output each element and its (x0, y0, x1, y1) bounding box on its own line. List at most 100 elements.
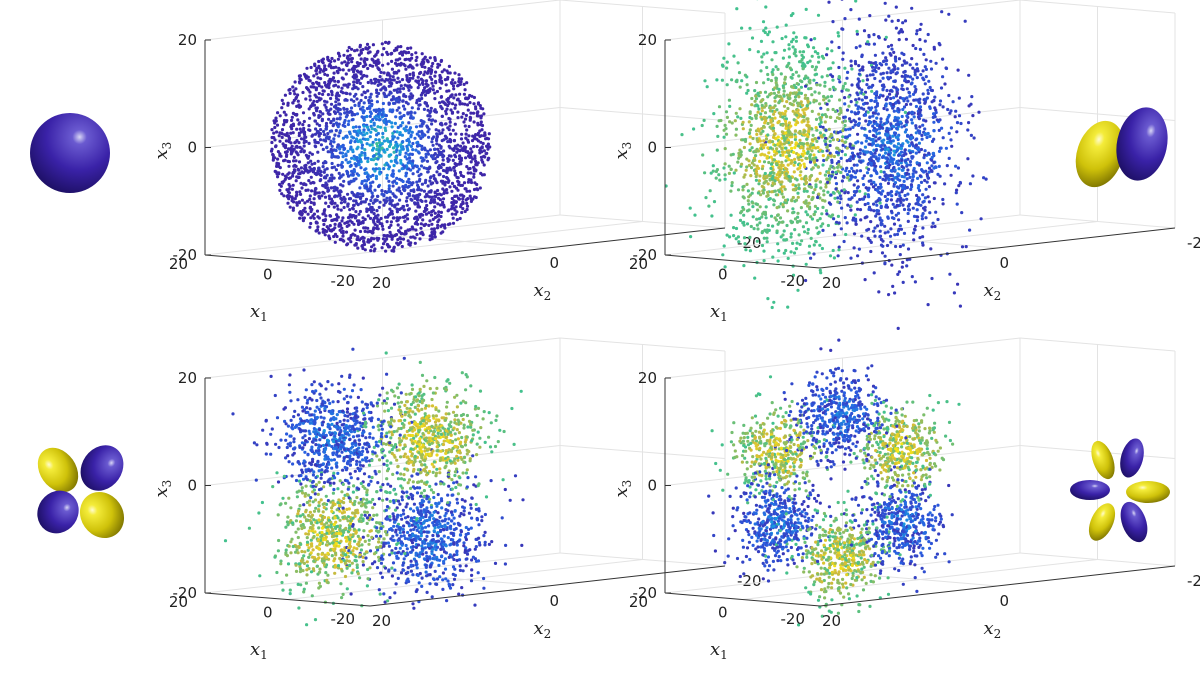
scatter-point (358, 229, 363, 234)
scatter-point (351, 87, 355, 91)
scatter-point (825, 149, 829, 153)
scatter-point (788, 66, 792, 70)
scatter-point (790, 102, 794, 106)
scatter-point (911, 66, 915, 70)
scatter-point (371, 140, 375, 144)
scatter-point (722, 56, 726, 60)
scatter-point (325, 145, 329, 149)
scatter-point (387, 144, 392, 149)
x1-axis-title: x1 (250, 301, 268, 324)
scatter-point (851, 125, 855, 129)
scatter-point (812, 46, 816, 50)
scatter-point (363, 179, 367, 183)
scatter-point (307, 179, 311, 183)
scatter-point (943, 82, 947, 86)
scatter-point (352, 83, 356, 87)
scatter-point (309, 200, 313, 205)
scatter-point (853, 175, 858, 179)
scatter-point (438, 172, 442, 176)
scatter-point (422, 166, 426, 170)
scatter-point (734, 133, 738, 137)
scatter-point (894, 86, 898, 90)
scatter-point (318, 110, 322, 114)
scatter-point (482, 112, 486, 116)
scatter-point (872, 128, 876, 132)
scatter-point (353, 233, 357, 237)
scatter-point (370, 57, 374, 61)
scatter-point (886, 137, 890, 141)
scatter-point (856, 107, 860, 111)
scatter-point (408, 97, 412, 101)
scatter-point (818, 243, 822, 247)
scatter-point (322, 211, 326, 215)
scatter-point (337, 192, 341, 196)
scatter-point (302, 150, 306, 154)
scatter-point (447, 89, 451, 93)
scatter-point (464, 198, 468, 202)
scatter-point (374, 167, 378, 171)
scatter-point (346, 192, 350, 196)
scatter-point (324, 136, 328, 140)
scatter-point (888, 92, 892, 96)
scatter-point (901, 168, 905, 172)
scatter-point (337, 224, 341, 228)
scatter-point (303, 169, 308, 173)
scatter-point (873, 76, 877, 81)
scatter-point (900, 125, 904, 129)
scatter-point (366, 89, 370, 93)
scatter-point (406, 217, 410, 221)
scatter-point (387, 225, 391, 230)
scatter-point (439, 146, 443, 150)
scatter-point (895, 232, 900, 236)
scatter-point (908, 75, 913, 79)
scatter-point (867, 86, 871, 90)
scatter-point (422, 88, 426, 93)
scatter-point (810, 54, 814, 58)
scatter-point (442, 138, 446, 142)
scatter-point (806, 213, 810, 217)
scatter-point (800, 80, 804, 84)
scatter-point (740, 162, 744, 166)
scatter-point (812, 78, 816, 82)
scatter-point (352, 73, 357, 77)
scatter-point (436, 196, 441, 200)
scatter-point (773, 116, 777, 120)
scatter-point (727, 98, 732, 102)
scatter-point (918, 47, 923, 52)
scatter-point (905, 197, 909, 201)
scatter-point (349, 98, 353, 102)
scatter-point (885, 160, 889, 164)
scatter-point (812, 243, 816, 247)
scatter-point (381, 63, 385, 67)
scatter-point (428, 75, 432, 79)
scatter-point (460, 102, 464, 106)
scatter-point (937, 164, 941, 168)
scatter-point (871, 133, 876, 138)
scatter-point (823, 84, 827, 88)
scatter-point (977, 110, 981, 114)
scatter-point (957, 96, 961, 100)
scatter-point (394, 160, 398, 164)
scatter-point (329, 60, 333, 64)
scatter-point (424, 212, 428, 216)
scatter-point (393, 121, 397, 125)
scatter-point (464, 156, 468, 160)
scatter-point (444, 136, 448, 140)
scatter-point (385, 50, 389, 55)
scatter-point (433, 119, 437, 123)
scatter-point (348, 215, 352, 219)
scatter-point (372, 123, 376, 127)
scatter-point (861, 65, 865, 69)
scatter-point (332, 117, 336, 121)
scatter-point (877, 212, 881, 216)
scatter-point (479, 106, 483, 110)
scatter-point (350, 118, 354, 122)
scatter-point (297, 133, 301, 138)
scatter-point (308, 94, 312, 98)
scatter-point (307, 141, 311, 145)
scatter-point (870, 158, 874, 163)
scatter-point (931, 115, 935, 119)
scatter-point (831, 61, 835, 65)
scatter-point (899, 146, 904, 151)
scatter-point (881, 239, 885, 243)
